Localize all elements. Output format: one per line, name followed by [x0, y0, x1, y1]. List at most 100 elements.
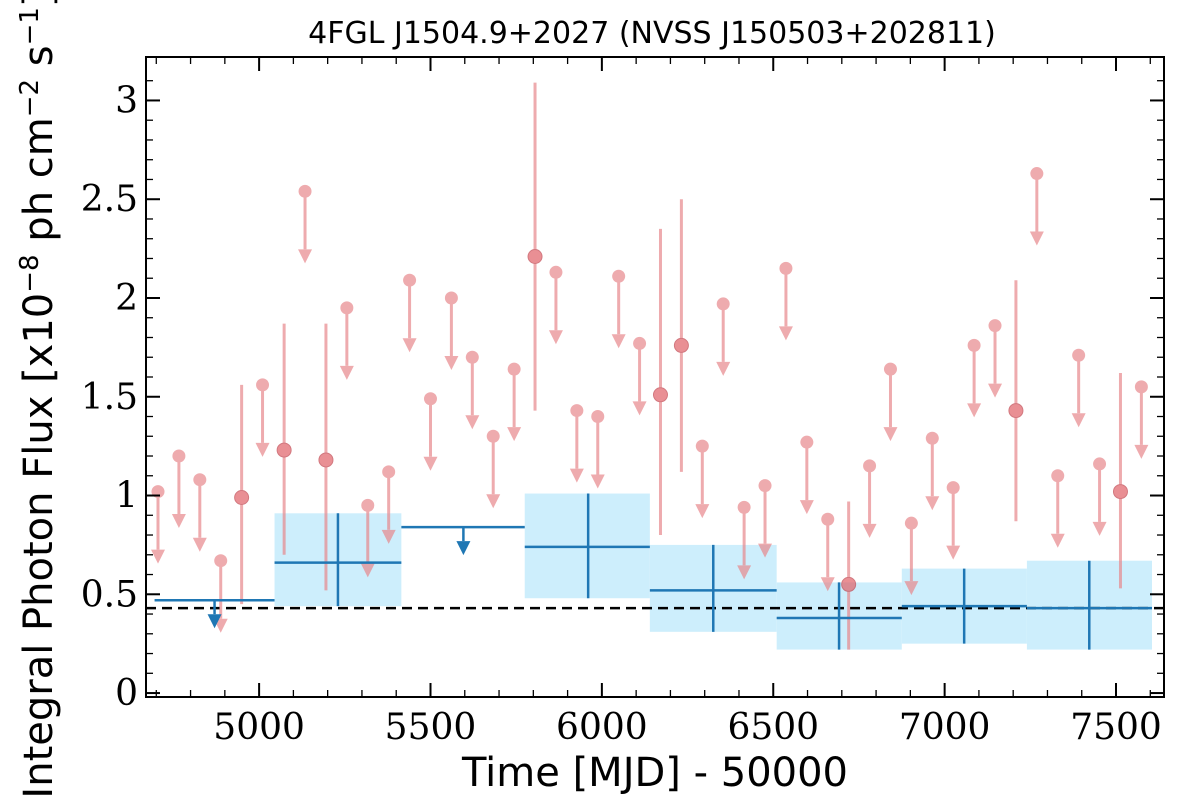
- fine-upper-limit-point: [298, 184, 312, 198]
- fine-upper-limit-9: [423, 392, 438, 471]
- fine-detection-2: [318, 323, 334, 591]
- fine-upper-limit-34: [1071, 348, 1086, 428]
- fine-upper-limit-8: [402, 273, 417, 353]
- fine-upper-limit-arrow: [632, 401, 647, 416]
- fine-upper-limit-arrow: [1092, 521, 1107, 536]
- plot-area: [146, 82, 1164, 650]
- fine-upper-limit-arrow: [569, 468, 584, 483]
- fine-upper-limit-33: [1050, 469, 1065, 548]
- fine-upper-limit-23: [778, 261, 793, 341]
- fine-detection-1: [276, 323, 292, 555]
- fine-upper-limit-22: [758, 479, 773, 558]
- fine-upper-limit-point: [737, 500, 751, 514]
- fine-upper-limit-point: [172, 449, 186, 463]
- fine-upper-limit-17: [611, 269, 626, 349]
- fine-upper-limit-arrow: [967, 403, 982, 418]
- y-tick-label: 2: [115, 278, 138, 319]
- y-axis: 0 0.5 1 1.5 2 2.5 3: [81, 80, 1164, 714]
- fine-upper-limit-0: [150, 485, 165, 564]
- fine-upper-limit-arrow: [778, 326, 793, 341]
- y-tick-label: 3: [115, 80, 138, 121]
- fine-upper-limit-28: [904, 516, 919, 596]
- fine-upper-limit-27: [883, 362, 898, 442]
- fine-upper-limit-arrow: [444, 355, 459, 370]
- fine-upper-limit-18: [632, 336, 647, 416]
- fine-upper-limit-10: [444, 291, 459, 370]
- fine-upper-limit-19: [695, 439, 710, 519]
- fine-upper-limit-point: [1030, 167, 1044, 181]
- coarse-detection-5: [1026, 560, 1153, 650]
- fine-upper-limit-point: [695, 439, 709, 453]
- fine-upper-limit-29: [925, 431, 940, 511]
- fine-upper-limit-36: [1134, 380, 1149, 459]
- fine-upper-limit-arrow: [1134, 444, 1149, 459]
- fine-upper-limit-arrow: [695, 504, 710, 519]
- fine-upper-limit-point: [904, 516, 918, 530]
- fine-upper-limit-point: [340, 301, 354, 315]
- fine-upper-limit-11: [465, 350, 480, 430]
- fine-upper-limit-15: [569, 404, 584, 483]
- fine-detection-point: [318, 452, 334, 468]
- fine-upper-limit-point: [967, 338, 981, 352]
- fine-upper-limit-arrow: [423, 456, 438, 471]
- coarse-detection-1: [524, 493, 650, 599]
- fine-upper-limit-arrow: [465, 415, 480, 430]
- y-axis-title-exp-cm: −2: [15, 79, 45, 117]
- fine-upper-limit-point: [821, 512, 835, 526]
- fine-upper-limit-arrow: [737, 565, 752, 580]
- fine-detection-6: [841, 501, 857, 650]
- fine-upper-limit-point: [214, 554, 228, 568]
- coarse-detection-0: [274, 513, 402, 607]
- fine-upper-limit-7: [381, 465, 396, 544]
- fine-upper-limit-5: [339, 301, 354, 380]
- fine-upper-limit-arrow: [883, 427, 898, 442]
- fine-upper-limit-point: [779, 261, 793, 275]
- fine-upper-limit-30: [946, 481, 961, 560]
- fine-upper-limit-arrow: [1050, 533, 1065, 548]
- fine-detection-point: [841, 576, 857, 592]
- fine-upper-limit-14: [548, 265, 563, 345]
- fine-detection-point: [673, 337, 689, 353]
- fine-upper-limit-point: [716, 297, 730, 311]
- fine-upper-limit-1: [171, 449, 186, 529]
- fine-upper-limit-point: [570, 404, 584, 418]
- y-tick-label: 0.5: [81, 574, 138, 615]
- y-tick-label: 0: [115, 673, 138, 714]
- coarse-upper-limit-0: [154, 598, 275, 629]
- fine-upper-limit-point: [486, 429, 500, 443]
- fine-upper-limit-arrow: [716, 361, 731, 376]
- fine-upper-limit-point: [507, 362, 521, 376]
- fine-upper-limit-point: [549, 265, 563, 279]
- fine-upper-limit-point: [925, 431, 939, 445]
- y-tick-label: 2.5: [81, 179, 138, 220]
- coarse-detection-4: [901, 568, 1027, 644]
- fine-detection-3: [527, 82, 543, 411]
- fine-upper-limit-26: [862, 459, 877, 538]
- y-axis-title-unit-s: s: [16, 45, 62, 79]
- fine-upper-limit-16: [590, 410, 605, 489]
- y-axis-title-exp-flux: −8: [15, 254, 45, 292]
- fine-upper-limit-point: [423, 392, 437, 406]
- y-axis-title: Integral Photon Flux [x10−8 ph cm−2 s−1]: [15, 0, 62, 799]
- fine-upper-limit-point: [256, 378, 270, 392]
- fine-upper-limit-13: [507, 362, 522, 442]
- fine-upper-limit-arrow: [381, 529, 396, 544]
- fine-upper-limit-12: [486, 429, 501, 509]
- fine-upper-limit-point: [863, 459, 877, 473]
- x-tick-label: 5500: [385, 707, 477, 748]
- x-tick-label: 7500: [1070, 707, 1162, 748]
- fine-upper-limit-arrow: [171, 514, 186, 529]
- fine-upper-limit-point: [193, 473, 207, 487]
- fine-upper-limit-arrow: [590, 474, 605, 489]
- fine-upper-limit-point: [758, 479, 772, 493]
- fine-upper-limit-arrow: [925, 496, 940, 511]
- fine-upper-limit-arrow: [862, 523, 877, 538]
- fine-upper-limit-arrow: [904, 581, 919, 596]
- fine-upper-limit-21: [737, 500, 752, 580]
- fine-upper-limit-arrow: [507, 427, 522, 442]
- fine-detection-point: [652, 387, 668, 403]
- y-tick-label: 1: [115, 476, 138, 517]
- fine-upper-limit-6: [360, 498, 375, 578]
- fine-upper-limit-point: [361, 498, 375, 512]
